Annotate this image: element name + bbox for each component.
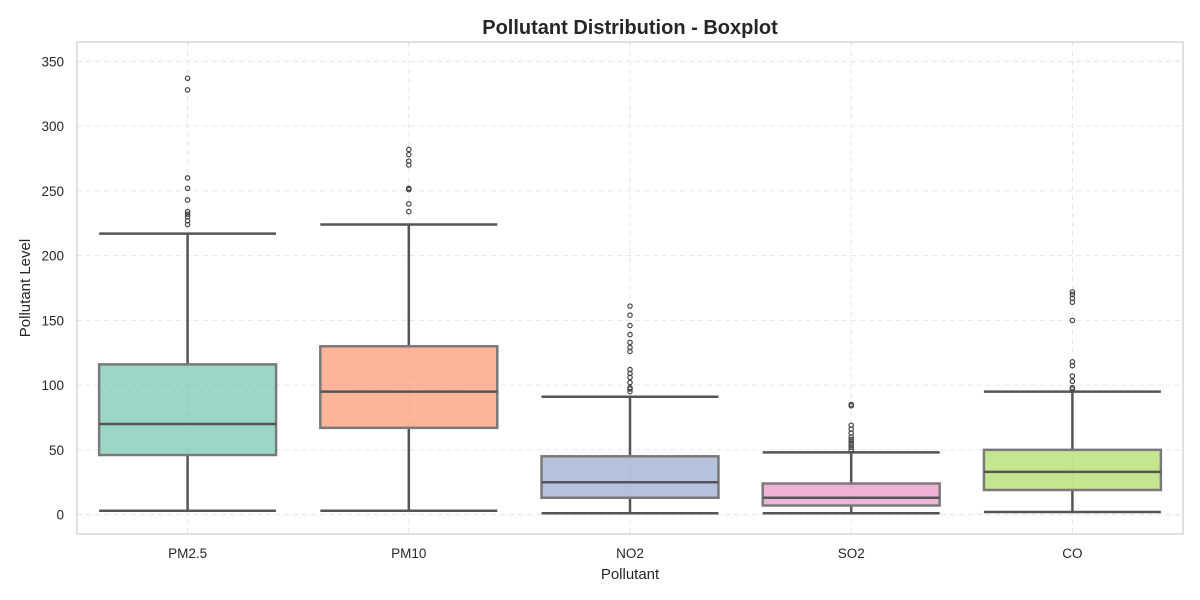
- outlier-point: [405, 146, 412, 153]
- x-axis: PM2.5 PM10 NO2 SO2 CO: [168, 546, 1082, 561]
- plot-frame: [76, 41, 1184, 535]
- outlier-point: [1069, 358, 1076, 365]
- outlier-point: [627, 331, 633, 338]
- box-group: [982, 289, 1163, 514]
- outlier-point: [405, 158, 412, 164]
- outlier-point: [627, 366, 633, 373]
- box-group: [97, 75, 278, 512]
- outlier-point: [848, 444, 855, 451]
- y-axis-label: Pollutant Level: [17, 239, 34, 337]
- box-group: [319, 146, 499, 512]
- outlier-point: [627, 384, 633, 391]
- outlier-point: [405, 201, 412, 207]
- y-tick-label: 250: [41, 184, 64, 199]
- outlier-point: [1069, 378, 1076, 385]
- outlier-point: [1069, 373, 1076, 379]
- outlier-point: [405, 151, 412, 158]
- y-tick-label: 200: [41, 249, 64, 264]
- outlier-point: [848, 447, 855, 453]
- outlier-point: [184, 75, 191, 82]
- y-tick-label: 0: [56, 508, 64, 523]
- outlier-point: [184, 175, 191, 181]
- outlier-point: [1069, 384, 1076, 391]
- y-tick-label: 50: [49, 443, 64, 458]
- x-tick-label: PM10: [391, 546, 426, 561]
- outlier-point: [627, 379, 633, 386]
- outlier-point: [1069, 289, 1076, 295]
- outlier-point: [627, 303, 633, 309]
- boxes: [97, 75, 1163, 515]
- outlier-point: [848, 441, 855, 448]
- y-axis: 0 50 100 150 200 250 300 350: [41, 54, 64, 522]
- iqr-box: [97, 363, 278, 457]
- iqr-box: [982, 448, 1163, 492]
- x-tick-label: CO: [1062, 546, 1082, 561]
- y-tick-label: 150: [41, 313, 64, 328]
- x-axis-label: Pollutant: [601, 566, 660, 583]
- outlier-point: [405, 208, 412, 215]
- outlier-point: [184, 87, 191, 93]
- y-tick-label: 100: [41, 378, 64, 393]
- y-tick-label: 350: [41, 54, 64, 69]
- box-group: [540, 303, 720, 515]
- outlier-point: [184, 185, 191, 192]
- outlier-point: [184, 211, 191, 218]
- outlier-point: [627, 339, 633, 346]
- outlier-point: [848, 422, 855, 429]
- y-tick-label: 300: [41, 119, 64, 134]
- outlier-point: [405, 185, 412, 192]
- outlier-point: [184, 208, 191, 215]
- outlier-point: [848, 401, 855, 408]
- outlier-point: [627, 312, 633, 318]
- outlier-point: [627, 344, 633, 351]
- iqr-box: [319, 345, 499, 430]
- outlier-point: [848, 436, 855, 443]
- iqr-box: [540, 455, 720, 499]
- x-tick-label: NO2: [616, 546, 644, 561]
- chart-title: Pollutant Distribution - Boxplot: [482, 17, 778, 39]
- outlier-point: [848, 439, 855, 445]
- x-tick-label: PM2.5: [168, 546, 207, 561]
- outlier-point: [184, 197, 191, 203]
- outlier-point: [1069, 291, 1076, 298]
- box-group: [761, 401, 941, 515]
- outlier-point: [1069, 317, 1076, 324]
- iqr-box: [761, 482, 941, 507]
- outlier-point: [184, 213, 191, 220]
- x-tick-label: SO2: [838, 546, 865, 561]
- outlier-point: [627, 322, 633, 329]
